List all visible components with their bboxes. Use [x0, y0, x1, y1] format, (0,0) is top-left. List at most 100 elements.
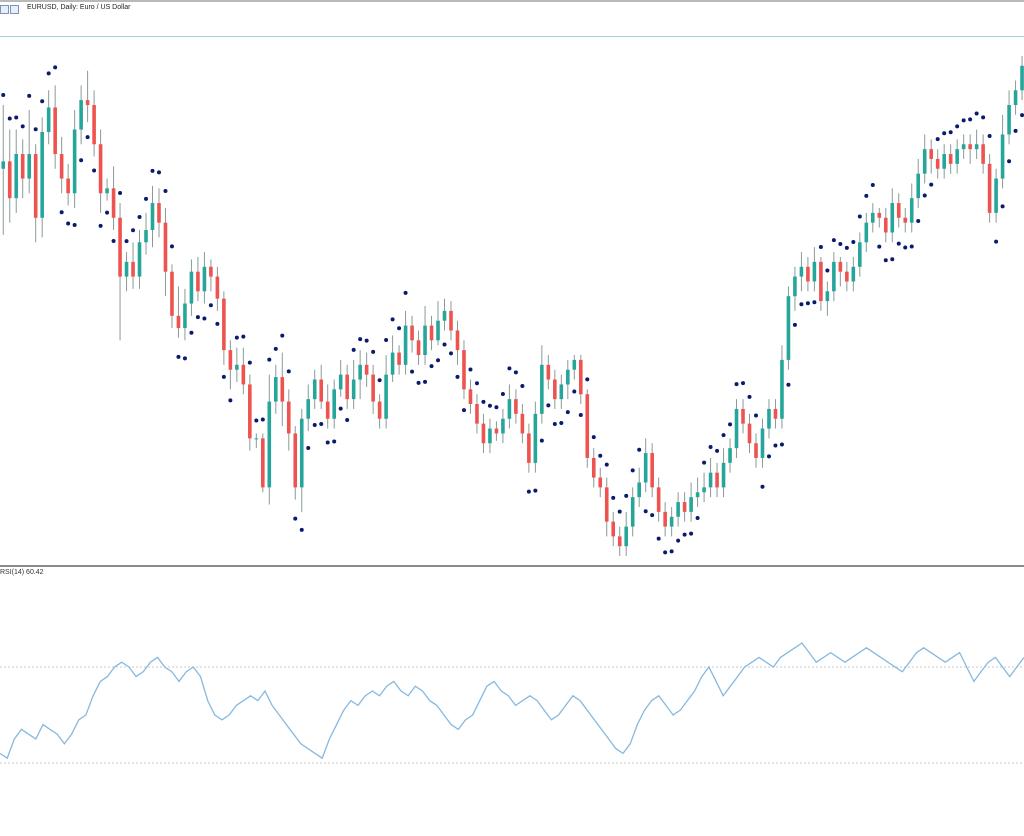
candle	[131, 242, 135, 289]
candle-body	[27, 154, 32, 179]
candle-body	[942, 154, 946, 169]
candle	[877, 207, 882, 228]
candle	[903, 207, 908, 233]
psar-dot	[883, 258, 888, 263]
candle-body	[371, 374, 375, 402]
candle	[273, 364, 278, 414]
candle	[111, 166, 116, 231]
candle-body	[261, 438, 265, 488]
candle	[585, 389, 590, 468]
psar-dot	[611, 495, 616, 500]
psar-dot	[176, 354, 181, 359]
candle-body	[572, 359, 577, 370]
candle-body	[202, 266, 207, 292]
candle-body	[72, 129, 77, 194]
candle-body	[585, 394, 590, 458]
candle-body	[462, 350, 466, 390]
candle	[656, 477, 661, 522]
psar-dot	[877, 244, 882, 249]
candle	[773, 399, 778, 429]
psar-dot	[870, 183, 875, 188]
psar-dot	[169, 244, 174, 249]
psar-dot	[961, 118, 966, 123]
candle-body	[643, 453, 648, 483]
psar-dot	[572, 389, 577, 394]
candle	[20, 139, 25, 199]
candle-body	[280, 377, 285, 402]
candle	[59, 136, 64, 194]
candle-body	[351, 379, 356, 400]
candle-body	[33, 154, 38, 218]
candle-body	[637, 482, 641, 498]
candle-body	[903, 217, 908, 223]
psar-dot	[286, 369, 291, 374]
psar-dot	[831, 238, 836, 243]
psar-dot	[656, 536, 661, 541]
candle-body	[546, 364, 551, 380]
psar-dot	[40, 99, 45, 104]
candle	[520, 404, 525, 444]
candle-body	[377, 401, 382, 419]
candle	[183, 288, 187, 341]
candle-body	[124, 261, 129, 277]
candle-body	[384, 374, 388, 419]
candle-body	[767, 408, 771, 429]
candle	[929, 139, 934, 174]
candle	[935, 149, 940, 179]
psar-dot	[416, 380, 421, 385]
candle	[144, 212, 148, 255]
candle	[189, 259, 194, 316]
psar-dot	[267, 357, 272, 362]
candle	[760, 418, 765, 468]
candle	[566, 359, 570, 400]
chart-window-icon[interactable]	[0, 5, 9, 14]
candle	[423, 306, 427, 365]
psar-dot	[779, 442, 784, 447]
candle	[92, 90, 96, 157]
candle-body	[591, 457, 596, 478]
candle-body	[559, 384, 564, 400]
psar-dot	[591, 435, 596, 440]
candle-body	[53, 107, 57, 155]
pane-separator[interactable]	[0, 565, 1024, 567]
candle-body	[183, 303, 187, 329]
psar-dot	[468, 367, 473, 372]
candle-body	[403, 325, 408, 365]
candle-body	[442, 310, 447, 321]
candle	[507, 384, 512, 429]
psar-dot	[403, 290, 408, 295]
candle-body	[773, 408, 778, 419]
candle-body	[488, 428, 492, 444]
candle-body	[111, 188, 116, 218]
candle-body	[883, 217, 888, 233]
candle	[682, 492, 687, 522]
candle	[1013, 80, 1018, 115]
candle	[825, 281, 830, 316]
candle-body	[715, 472, 719, 488]
candle	[254, 433, 259, 449]
candle	[643, 438, 648, 493]
candle-body	[786, 296, 791, 360]
psar-dot	[260, 417, 265, 422]
title-bar-border	[0, 0, 1024, 2]
psar-dot	[721, 433, 726, 438]
candle-body	[455, 330, 460, 351]
candle-body	[1013, 90, 1018, 106]
candle	[371, 364, 375, 414]
candle-body	[85, 100, 90, 106]
candle	[546, 355, 551, 390]
candle	[780, 345, 784, 429]
chart-window-icon[interactable]	[10, 5, 19, 14]
candle-body	[273, 377, 278, 402]
candle-body	[689, 497, 693, 512]
candle-body	[196, 271, 200, 292]
candle	[806, 256, 810, 292]
psar-dot	[617, 509, 622, 514]
price-chart-pane[interactable]	[0, 0, 1024, 566]
candle	[332, 379, 336, 429]
candle-body	[1007, 105, 1011, 135]
candle	[630, 487, 635, 537]
candle-body	[871, 212, 875, 223]
candle-body	[948, 154, 953, 164]
candle	[33, 144, 38, 243]
